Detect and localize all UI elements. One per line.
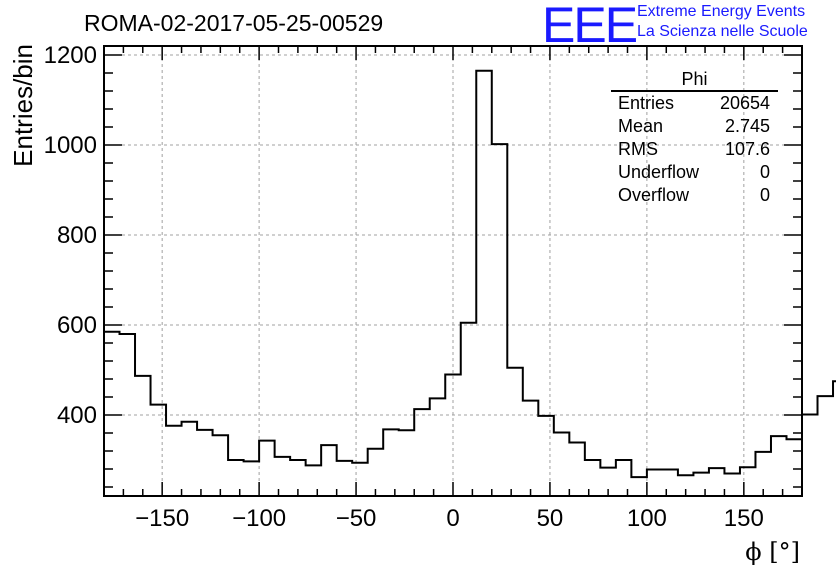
- y-tick-label: 1200: [44, 42, 97, 69]
- x-tick-label: 50: [537, 505, 564, 532]
- x-tick-label: −150: [135, 505, 189, 532]
- x-tick-label: −50: [336, 505, 377, 532]
- stat-row-overflow: Overflow 0: [611, 184, 778, 207]
- logo-line-2: La Scienza nelle Scuole: [637, 23, 808, 40]
- y-tick-label: 600: [57, 312, 97, 339]
- x-tick-label: 150: [724, 505, 764, 532]
- stat-label: Overflow: [618, 185, 690, 205]
- stat-row-mean: Mean 2.745: [611, 115, 778, 138]
- stat-label: RMS: [618, 139, 658, 159]
- stat-label: Mean: [618, 116, 664, 136]
- x-tick-label: 100: [627, 505, 667, 532]
- stat-value: 2.745: [724, 116, 770, 136]
- stat-label: Underflow: [618, 162, 700, 182]
- y-tick-label: 800: [57, 222, 97, 249]
- stat-row-underflow: Underflow 0: [611, 161, 778, 184]
- eee-logo: EEE: [542, 0, 638, 53]
- stat-value: 0: [759, 185, 770, 205]
- stat-label: Entries: [618, 93, 675, 113]
- y-tick-label: 1000: [44, 132, 97, 159]
- chart-title: ROMA-02-2017-05-25-00529: [84, 10, 384, 36]
- stats-box: Phi Entries 20654 Mean 2.745 RMS 107.6 Unde…: [611, 68, 778, 207]
- y-axis-label: Entries/bin: [8, 44, 38, 167]
- y-tick-label: 400: [57, 402, 97, 429]
- stat-row-rms: RMS 107.6: [611, 138, 778, 161]
- stat-value: 20654: [719, 93, 770, 113]
- stat-value: 107.6: [724, 139, 770, 159]
- stat-value: 0: [759, 162, 770, 182]
- logo-line-1: Extreme Energy Events: [637, 3, 806, 20]
- x-tick-label: −100: [232, 505, 286, 532]
- tick-labels: −150 −100 −50 0 50 100 150 400 600 800 1000 1200: [44, 42, 764, 532]
- axis-ticks: [104, 46, 802, 496]
- x-axis-label: ϕ [°]: [745, 538, 800, 566]
- x-tick-label: 0: [446, 505, 459, 532]
- plot-frame: [103, 45, 803, 497]
- stats-title: Phi: [611, 68, 778, 92]
- histogram-line: [104, 69, 836, 479]
- logo-caption: Extreme Energy Events La Scienza nelle S…: [637, 2, 808, 42]
- stat-row-entries: Entries 20654: [611, 92, 778, 115]
